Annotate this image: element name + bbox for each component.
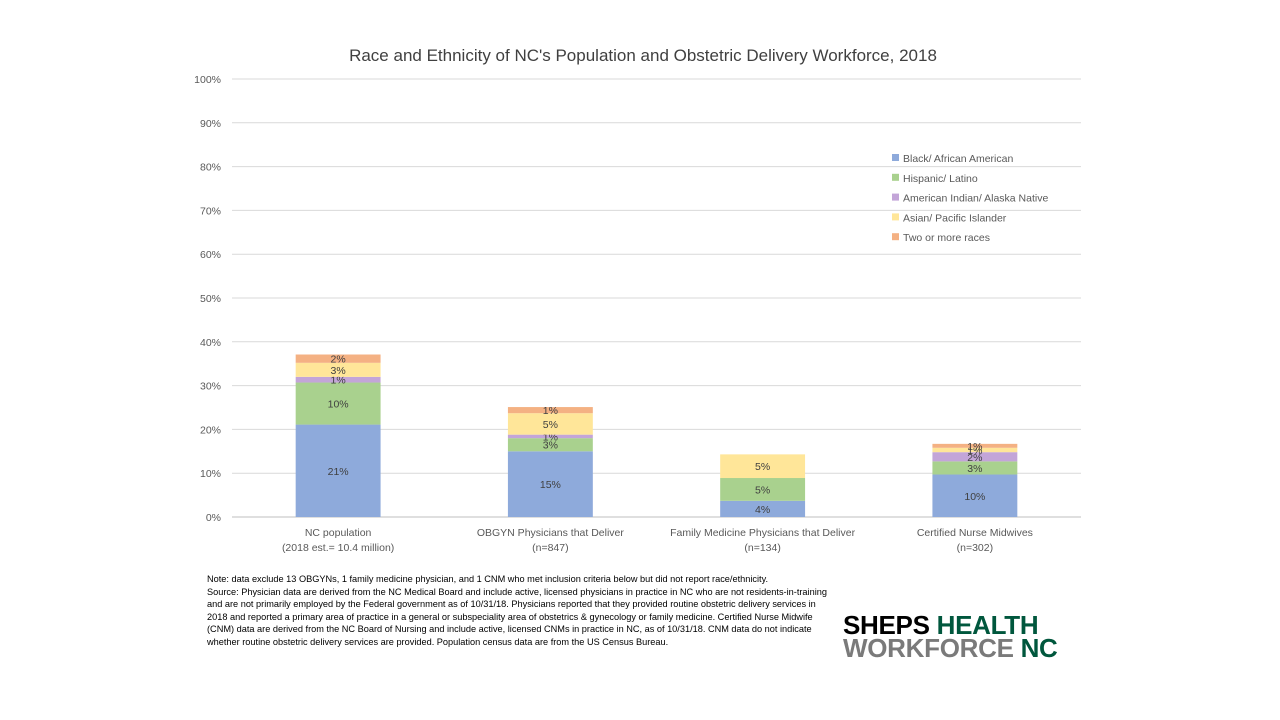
data-label: 5% (755, 461, 770, 473)
note-text: Note: data exclude 13 OBGYNs, 1 family m… (207, 574, 769, 584)
bar-segment (507, 434, 593, 439)
legend-label: Asian/ Pacific Islander (903, 212, 1007, 224)
bar-segment (720, 454, 806, 479)
data-label: 5% (543, 419, 558, 431)
x-tick-sublabel: (n=302) (957, 542, 993, 554)
data-label: 1% (543, 405, 558, 417)
bar-segment (507, 407, 593, 414)
data-label: 2% (331, 354, 346, 366)
data-label: 1% (967, 445, 982, 457)
bar-segment (932, 443, 1018, 448)
legend-swatch (892, 154, 899, 161)
data-label: 3% (331, 365, 346, 377)
y-tick-label: 80% (200, 162, 221, 174)
sheps-logo: SHEPS HEALTH WORKFORCE NC (843, 612, 1083, 663)
bar-segment (507, 413, 593, 435)
x-axis: NC population (2018 est.= 10.4 million) OB… (282, 527, 1033, 554)
y-tick-label: 100% (194, 74, 221, 86)
y-tick-label: 60% (200, 249, 221, 261)
bar-segment (932, 461, 1018, 475)
gridlines (232, 78, 1081, 518)
data-label: 1% (967, 441, 982, 453)
bars: 21%10%1%3%2%15%3%1%5%1%4%5%5%10%3%2%1%1% (295, 354, 1018, 517)
data-label: 21% (328, 466, 349, 478)
y-tick-label: 0% (206, 512, 221, 524)
x-tick-label: OBGYN Physicians that Deliver (477, 527, 625, 539)
x-tick-sublabel: (n=847) (532, 542, 568, 554)
legend-swatch (892, 233, 899, 241)
y-tick-label: 90% (200, 118, 221, 130)
legend-label: Black/ African American (903, 153, 1013, 165)
data-label: 10% (328, 399, 349, 411)
bar-segment (720, 478, 806, 501)
bar-segment (295, 354, 381, 363)
legend-label: Hispanic/ Latino (903, 173, 978, 185)
data-label: 3% (543, 440, 558, 452)
bar-segment (295, 376, 381, 383)
y-tick-label: 10% (200, 468, 221, 480)
legend-swatch (892, 213, 899, 221)
bar-segment (932, 452, 1018, 462)
bar-segment (932, 474, 1018, 517)
x-tick-sublabel: (n=134) (744, 542, 780, 554)
bar-segment (295, 424, 381, 517)
x-tick-sublabel: (2018 est.= 10.4 million) (282, 542, 394, 554)
logo-nc: NC (1020, 633, 1058, 663)
data-label: 5% (755, 484, 770, 496)
logo-health: HEALTH (936, 610, 1039, 640)
source-text: Source: Physician data are derived from … (207, 586, 827, 647)
data-label: 4% (755, 504, 770, 516)
legend-swatch (892, 173, 899, 181)
footnote: Note: data exclude 13 OBGYNs, 1 family m… (207, 573, 827, 648)
data-label: 10% (964, 491, 985, 503)
x-tick-label: NC population (305, 527, 372, 539)
legend-label: American Indian/ Alaska Native (903, 193, 1048, 205)
bar-segment (507, 438, 593, 452)
y-tick-label: 20% (200, 424, 221, 436)
y-tick-label: 40% (200, 337, 221, 349)
y-tick-label: 70% (200, 205, 221, 217)
data-label: 15% (540, 479, 561, 491)
bar-segment (720, 500, 806, 517)
x-tick-label: Certified Nurse Midwives (917, 527, 1033, 539)
logo-workforce: WORKFORCE (843, 633, 1014, 663)
bar-segment (295, 382, 381, 425)
bar-segment (932, 447, 1018, 453)
legend-swatch (892, 193, 899, 201)
x-tick-label: Family Medicine Physicians that Deliver (670, 527, 855, 539)
bar-segment (295, 362, 381, 377)
data-label: 3% (967, 463, 982, 475)
data-label: 1% (331, 375, 346, 387)
legend-label: Two or more races (903, 232, 990, 244)
y-tick-label: 50% (200, 293, 221, 305)
y-tick-label: 30% (200, 381, 221, 393)
bar-segment (507, 451, 593, 517)
chart-title: Race and Ethnicity of NC's Population an… (349, 46, 937, 65)
legend: Black/ African American Hispanic/ Latino A… (892, 153, 1048, 244)
data-label: 2% (967, 452, 982, 464)
logo-sheps: SHEPS (843, 610, 930, 640)
y-axis: 0% 10% 20% 30% 40% 50% 60% 70% 80% 90% 100% (194, 74, 221, 524)
